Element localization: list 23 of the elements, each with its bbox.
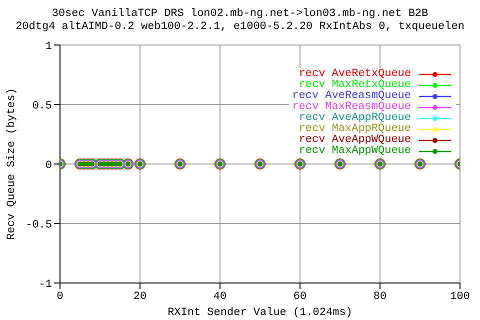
x-axis-title: RXInt Sender Value (1.024ms) — [168, 307, 352, 319]
legend-label: recv MaxAppWQueue — [298, 145, 411, 157]
x-tick-label: 0 — [56, 290, 64, 303]
y-tick-label: 0.5 — [32, 100, 52, 112]
y-tick-label: -1 — [38, 278, 52, 291]
y-tick-label: 1 — [45, 40, 52, 53]
x-tick-label: 20 — [133, 290, 147, 303]
x-tick-label: 80 — [373, 290, 387, 303]
legend-label: recv AveAppWQueue — [298, 134, 411, 146]
legend-label: recv AveRetxQueue — [298, 68, 411, 80]
legend-label: recv MaxAppRQueue — [298, 123, 411, 135]
legend-label: recv MaxRetxQueue — [298, 79, 411, 91]
y-tick-label: 0 — [45, 160, 52, 172]
x-tick-label: 100 — [450, 290, 470, 303]
chart-title: 30sec VanillaTCP DRS lon02.mb-ng.net->lon03.mb-ng.net B2B — [50, 8, 430, 21]
x-tick-label: 40 — [213, 290, 227, 303]
legend-label: recv AveAppRQueue — [298, 112, 411, 124]
y-tick-label: -0.5 — [26, 219, 52, 232]
legend-label: recv MaxReasmQueue — [292, 101, 411, 113]
y-axis-title: Recv Queue Size (bytes) — [6, 88, 18, 240]
legend-label: recv AveReasmQueue — [292, 90, 411, 102]
x-tick-label: 60 — [293, 290, 307, 303]
chart-subtitle: 20dtg4 altAIMD-0.2 web100-2.2.1, e1000-5.2.20 RxIntAbs 0, txqueuelen — [14, 21, 466, 34]
